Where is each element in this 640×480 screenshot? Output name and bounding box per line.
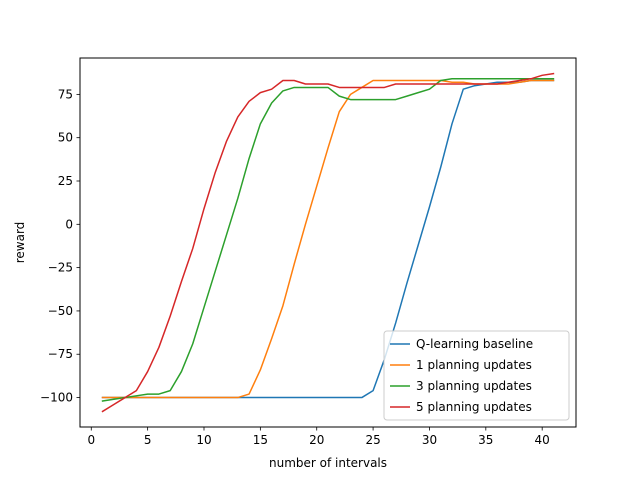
legend: Q-learning baseline 1 planning updates 3 p… [383, 330, 570, 421]
plot-frame [79, 57, 577, 428]
y-axis-label: reward [13, 222, 27, 264]
series-line-2 [101, 78, 555, 402]
x-tick-label: 0 [87, 433, 95, 447]
x-tick-label: 35 [478, 433, 493, 447]
x-axis-ticks: 0 5 10 15 20 25 30 35 40 [87, 427, 550, 447]
x-tick-label: 30 [422, 433, 437, 447]
y-tick-label: 75 [58, 87, 73, 101]
x-tick-label: 25 [365, 433, 380, 447]
legend-label-1: 1 planning updates [416, 358, 532, 372]
y-tick-label: 25 [58, 174, 73, 188]
legend-box [383, 330, 570, 421]
y-tick-label: −75 [48, 347, 73, 361]
x-tick-label: 40 [535, 433, 550, 447]
legend-label-2: 3 planning updates [416, 379, 532, 393]
legend-label-3: 5 planning updates [416, 400, 532, 414]
y-tick-label: 0 [65, 217, 73, 231]
x-tick-label: 10 [196, 433, 211, 447]
y-tick-label: 50 [58, 131, 73, 145]
x-tick-label: 15 [253, 433, 268, 447]
y-tick-label: −100 [40, 391, 73, 405]
y-tick-label: −25 [48, 261, 73, 275]
x-tick-label: 20 [309, 433, 324, 447]
series-layer [101, 72, 555, 413]
legend-label-0: Q-learning baseline [416, 337, 533, 351]
x-tick-label: 5 [144, 433, 152, 447]
series-line-3 [101, 72, 555, 413]
y-axis-ticks: −100 −75 −50 −25 0 25 50 75 [40, 87, 80, 405]
y-tick-label: −50 [48, 304, 73, 318]
x-axis-label: number of intervals [269, 456, 387, 470]
